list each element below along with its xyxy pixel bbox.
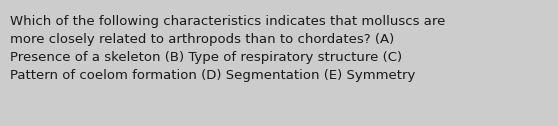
Text: Which of the following characteristics indicates that molluscs are
more closely : Which of the following characteristics i… [10,15,445,82]
